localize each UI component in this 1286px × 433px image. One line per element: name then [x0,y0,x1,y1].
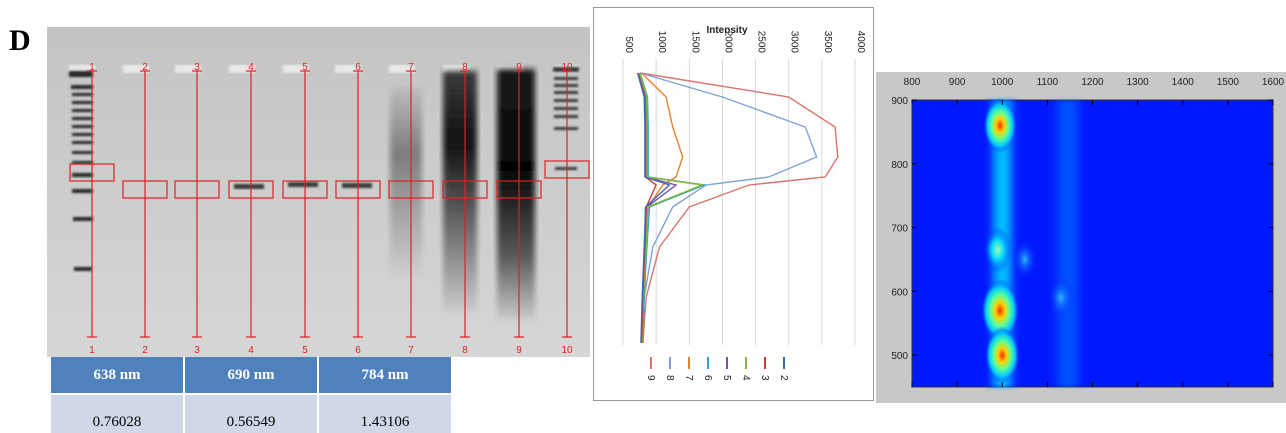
lane-band-box [442,180,488,199]
intensity-profile-chart: Intensity 500 1000 1500 2000 2500 3000 3500 400… [593,7,874,401]
lane-band-box [544,160,590,179]
gel-image: 1 2 3 4 5 6 7 8 9 10 1 2 3 4 5 6 7 8 9 10 [47,27,590,357]
x-tick-label: 1200 [1081,77,1104,88]
lane-label-bottom: 7 [408,345,414,356]
lane-label-bottom: 2 [142,345,148,356]
lane-label-bottom: 9 [516,345,522,356]
series-line [638,72,705,344]
x-tick-label: 1500 [689,31,700,54]
x-tick-label: 500 [623,36,634,53]
lane-label-bottom: 6 [355,345,361,356]
x-tick-label: 1300 [1127,77,1150,88]
y-tick-label: 600 [891,287,908,298]
lane-label-bottom: 10 [561,345,573,356]
legend-label: 9 [645,375,656,381]
y-tick-label: 700 [891,224,908,235]
table-cell: 0.76028 [51,395,183,433]
heatmap-chart: 800 900 1000 1100 1200 1300 1400 1500 1600 900 800… [876,72,1286,403]
x-tick-label: 2000 [722,31,733,54]
lane-band-box [496,180,542,199]
series-line [640,72,839,344]
legend-label: 7 [683,375,694,381]
lane-band-box [69,163,115,182]
data-table: 638 nm 690 nm 784 nm 0.76028 0.56549 1.4… [49,357,453,433]
chart-title: Intensity [706,25,748,36]
lane-band-box [282,180,328,199]
x-tick-label: 3000 [789,31,800,54]
heatmap-hotspot [1047,276,1074,319]
y-tick-label: 800 [891,160,908,171]
lane-label-bottom: 4 [248,345,254,356]
x-tick-label: 1500 [1217,77,1240,88]
lane-label-top: 9 [516,62,522,73]
lane-label-top: 6 [355,62,361,73]
table-cell: 1.43106 [319,395,451,433]
panel-label: D [9,24,31,57]
table-header-cell: 690 nm [185,357,317,393]
x-tick-label: 2500 [756,31,767,54]
lane-band-box [174,180,220,199]
table-header-cell: 638 nm [51,357,183,393]
lane-label-top: 8 [462,62,468,73]
lane-label-bottom: 8 [462,345,468,356]
y-tick-label: 900 [891,96,908,107]
heatmap-hotspot [984,326,1020,384]
legend-label: 6 [702,375,713,381]
series-line [636,72,671,344]
table-header-row: 638 nm 690 nm 784 nm [51,357,451,393]
x-tick-label: 4000 [855,31,866,54]
series-line [640,72,818,344]
lane-label-bottom: 1 [89,345,95,356]
lane-band-box [122,180,168,199]
x-tick-label: 800 [904,77,921,88]
lane-label-top: 1 [89,62,95,73]
heatmap-hotspot [980,279,1020,342]
legend-label: 3 [759,375,770,381]
lane-band-box [388,180,434,199]
x-tick-label: 900 [949,77,966,88]
table-cell: 0.56549 [185,395,317,433]
legend-label: 2 [778,375,789,381]
x-tick-label: 1400 [1172,77,1195,88]
legend-label: 4 [740,375,751,381]
lane-label-bottom: 5 [302,345,308,356]
table-row: 0.76028 0.56549 1.43106 [51,395,451,433]
lane-label-top: 3 [194,62,200,73]
lane-label-top: 7 [408,62,414,73]
x-tick-label: 1000 [991,77,1014,88]
heatmap-stripe [1047,100,1088,387]
legend-label: 8 [664,375,675,381]
lane-band-box [228,180,274,199]
x-tick-label: 1100 [1037,77,1059,88]
heatmap-hotspot [983,226,1012,273]
lane-label-top: 5 [302,62,308,73]
x-tick-label: 1000 [656,31,667,54]
y-tick-label: 500 [891,351,908,362]
heatmap-hotspot [983,97,1017,154]
x-tick-label: 3500 [822,31,833,54]
lane-band-box [335,180,381,199]
heatmap-hotspot [1012,239,1038,280]
table-header-cell: 784 nm [319,357,451,393]
lane-label-top: 2 [142,62,148,73]
lane-label-top: 4 [248,62,254,73]
x-tick-label: 1600 [1262,77,1285,88]
legend-label: 5 [721,375,732,381]
lane-label-bottom: 3 [194,345,200,356]
lane-label-top: 10 [561,62,573,73]
